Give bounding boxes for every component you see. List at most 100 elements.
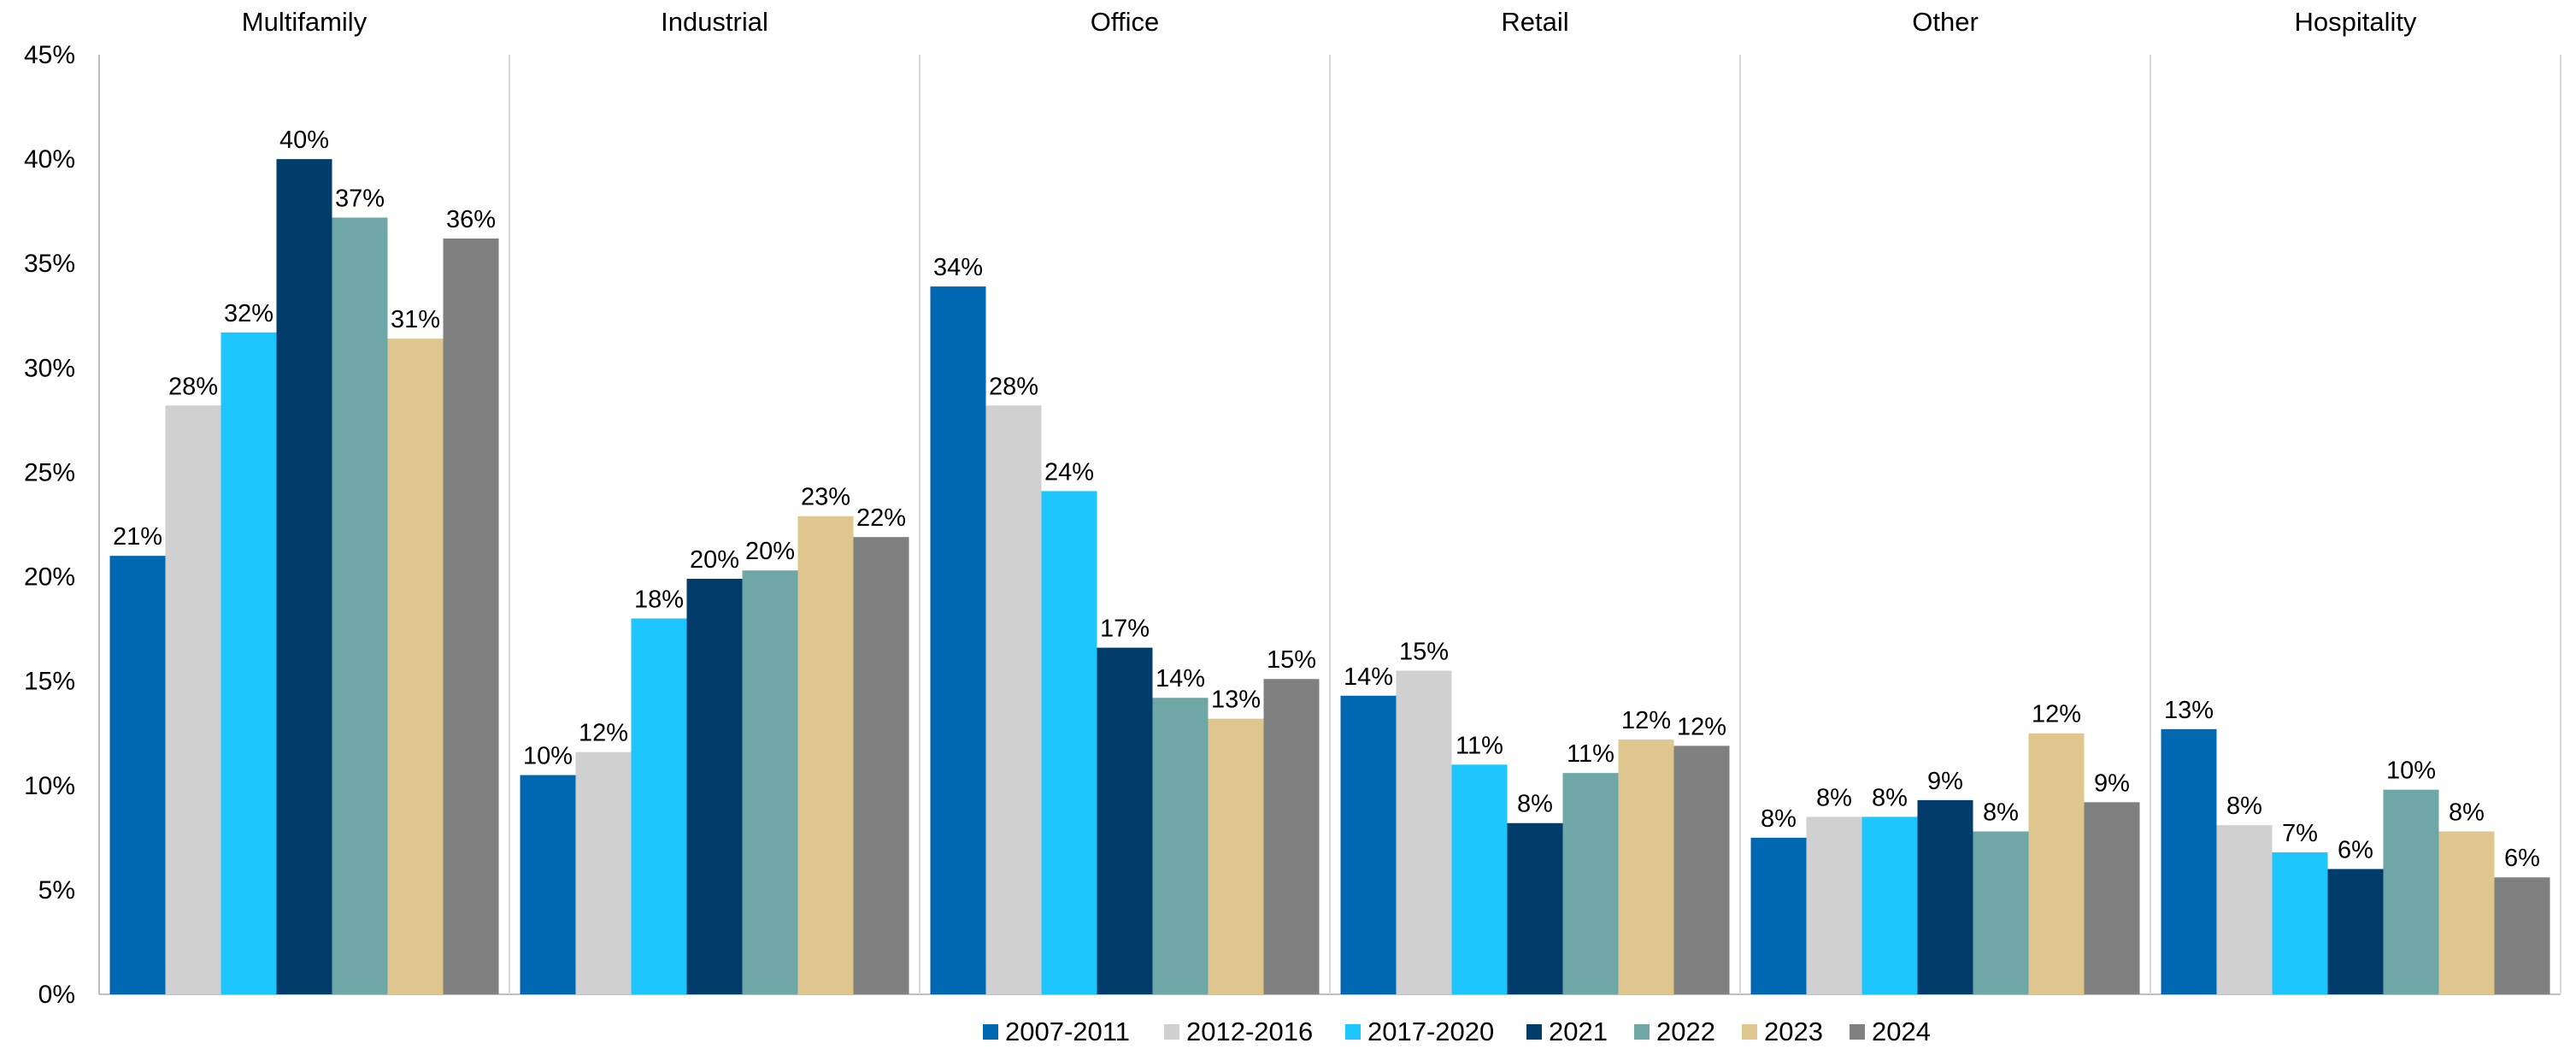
- bar: [686, 578, 743, 994]
- data-label: 15%: [1399, 638, 1449, 665]
- data-label: 12%: [1677, 713, 1726, 740]
- data-label: 6%: [2504, 845, 2540, 872]
- data-label: 10%: [2386, 757, 2436, 785]
- legend-swatch: [1634, 1024, 1650, 1040]
- legend-swatch: [983, 1024, 998, 1040]
- bar: [1917, 799, 1973, 994]
- data-label: 15%: [1267, 646, 1316, 674]
- bar: [221, 332, 277, 994]
- data-label: 11%: [1567, 740, 1614, 768]
- panel-title: Other: [1912, 7, 1979, 37]
- legend: 2007-2011 2012-2016 2017-2020 2021 2022 2023 2…: [983, 1017, 1931, 1046]
- y-tick-label: 40%: [24, 145, 75, 174]
- bar: [1097, 647, 1153, 994]
- legend-label: 2021: [1549, 1017, 1608, 1046]
- bar: [520, 775, 576, 994]
- legend-label: 2024: [1872, 1017, 1931, 1046]
- data-label: 8%: [2226, 793, 2262, 820]
- bar: [2494, 877, 2550, 994]
- bar: [1340, 695, 1397, 994]
- panel-titles: Multifamily Industrial Office Retail Other Ho…: [242, 7, 2417, 37]
- data-label: 20%: [745, 538, 795, 565]
- legend-label: 2017-2020: [1367, 1017, 1494, 1046]
- data-label: 18%: [634, 586, 684, 613]
- bar: [930, 286, 986, 994]
- data-label: 22%: [856, 504, 906, 532]
- data-label: 8%: [1983, 799, 2019, 827]
- bar: [2028, 733, 2085, 994]
- y-tick-label: 10%: [24, 772, 75, 800]
- legend-label: 2012-2016: [1186, 1017, 1313, 1046]
- data-label: 10%: [523, 743, 573, 770]
- bar: [1973, 831, 2029, 994]
- data-label: 14%: [1344, 663, 1393, 691]
- y-tick-label: 30%: [24, 354, 75, 382]
- data-label: 8%: [1816, 784, 1852, 811]
- panel-title: Industrial: [661, 7, 768, 37]
- data-label: 8%: [2449, 799, 2485, 827]
- data-label: 28%: [989, 373, 1038, 400]
- bar: [387, 339, 444, 994]
- data-label: 9%: [1927, 768, 1963, 795]
- data-label: 8%: [1761, 805, 1797, 833]
- data-label: 13%: [2164, 697, 2214, 724]
- bar: [1396, 670, 1452, 994]
- bar: [165, 405, 221, 994]
- bar: [443, 238, 499, 995]
- data-label: 24%: [1044, 458, 1094, 486]
- bar: [1562, 773, 1619, 994]
- bar: [1451, 764, 1508, 994]
- panel-title: Office: [1091, 7, 1159, 37]
- panel-title: Multifamily: [242, 7, 368, 37]
- bar: [631, 618, 687, 994]
- bar: [2084, 802, 2140, 994]
- panel-title: Hospitality: [2295, 7, 2417, 37]
- data-label: 14%: [1156, 665, 1205, 693]
- bar: [1673, 746, 1730, 994]
- bar: [2272, 852, 2328, 994]
- data-label: 31%: [391, 306, 440, 333]
- data-label: 12%: [1621, 707, 1671, 734]
- data-label: 8%: [1872, 784, 1908, 811]
- data-label: 17%: [1100, 616, 1150, 643]
- data-label: 36%: [446, 206, 496, 233]
- legend-label: 2022: [1656, 1017, 1715, 1046]
- y-tick-label: 45%: [24, 41, 75, 69]
- panel-dividers: [509, 55, 2561, 994]
- legend-swatch: [1345, 1024, 1361, 1040]
- data-label: 32%: [224, 300, 273, 327]
- bar: [575, 751, 632, 994]
- legend-swatch: [1850, 1024, 1865, 1040]
- bar: [1750, 837, 1807, 994]
- y-tick-label: 25%: [24, 458, 75, 486]
- bar: [109, 556, 166, 994]
- data-label: 28%: [168, 373, 218, 400]
- data-label: 40%: [279, 127, 329, 154]
- y-tick-label: 5%: [38, 876, 75, 905]
- bar: [2327, 869, 2384, 994]
- data-label: 12%: [579, 720, 628, 747]
- legend-swatch: [1526, 1024, 1542, 1040]
- data-label: 6%: [2338, 836, 2373, 863]
- bar: [332, 217, 388, 994]
- bars: [109, 159, 2550, 995]
- legend-label: 2007-2011: [1005, 1017, 1130, 1046]
- legend-swatch: [1742, 1024, 1757, 1040]
- bar: [1263, 679, 1320, 994]
- y-tick-label: 15%: [24, 668, 75, 696]
- bar: [2216, 825, 2273, 994]
- data-labels: 21%28%32%40%37%31%36%10%12%18%20% 20%23%2…: [113, 127, 2540, 872]
- y-tick-label: 0%: [38, 981, 75, 1009]
- legend-swatch: [1164, 1024, 1179, 1040]
- data-label: 11%: [1456, 732, 1503, 759]
- bar: [1041, 491, 1097, 994]
- bar: [1806, 816, 1862, 994]
- data-label: 13%: [1211, 687, 1261, 714]
- bar: [742, 570, 798, 994]
- bar: [797, 516, 854, 994]
- bar: [1618, 740, 1674, 994]
- bar: [853, 537, 909, 994]
- data-label: 20%: [690, 546, 739, 574]
- data-label: 37%: [335, 185, 385, 212]
- data-label: 7%: [2282, 820, 2318, 847]
